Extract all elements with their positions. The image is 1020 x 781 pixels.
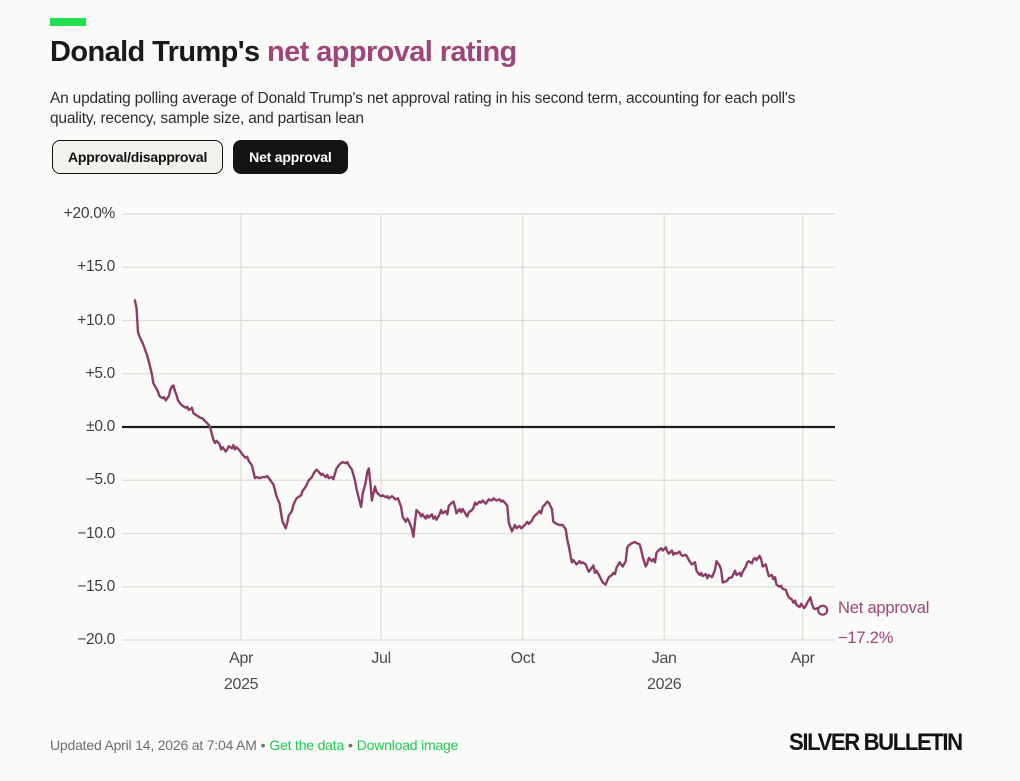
- x-axis-tick-label: Apr: [229, 650, 254, 667]
- net-approval-line: [133, 299, 824, 612]
- page-title: Donald Trump's net approval rating: [50, 36, 517, 69]
- footer-note: Updated April 14, 2026 at 7:04 AM • Get th…: [50, 737, 458, 753]
- download-image-link[interactable]: Download image: [356, 737, 459, 753]
- series-end-label: Net approval: [838, 599, 930, 618]
- view-toggle: Approval/disapproval Net approval: [52, 140, 348, 174]
- dot-separator: •: [348, 737, 353, 753]
- x-axis-tick-label: Jan: [651, 650, 677, 667]
- y-axis-tick-label: +5.0: [85, 364, 116, 382]
- x-axis-year-label: 2026: [647, 676, 682, 693]
- y-axis-tick-label: +15.0: [77, 258, 115, 276]
- silver-bulletin-logo: SILVER BULLETIN: [789, 729, 963, 756]
- y-axis-tick-label: −20.0: [77, 631, 115, 648]
- x-axis-tick-label: Oct: [510, 650, 535, 667]
- updated-timestamp: Updated April 14, 2026 at 7:04 AM: [50, 737, 257, 753]
- accent-bar: [50, 18, 86, 26]
- y-axis-tick-label: −5.0: [85, 471, 116, 489]
- net-approval-button[interactable]: Net approval: [233, 140, 348, 174]
- end-point-marker: [817, 604, 829, 616]
- y-axis-tick-label: −15.0: [77, 577, 115, 595]
- x-axis-tick-label: Jul: [371, 650, 391, 667]
- subtitle-line-2: quality, recency, sample size, and parti…: [50, 110, 364, 127]
- page-title-accent: net approval rating: [267, 36, 517, 68]
- x-axis-year-label: 2025: [223, 676, 259, 693]
- dot-separator: •: [260, 737, 266, 753]
- x-axis-tick-label: Apr: [790, 650, 815, 667]
- page-title-black: Donald Trump's: [50, 36, 268, 68]
- y-axis-tick-label: +20.0%: [63, 205, 116, 222]
- y-axis-tick-label: +10.0: [77, 311, 115, 329]
- chart-subtitle: An updating polling average of Donald Tr…: [50, 89, 795, 129]
- subtitle-line-1: An updating polling average of Donald Tr…: [50, 90, 796, 107]
- y-axis-tick-label: −10.0: [77, 524, 115, 542]
- series-end-value: −17.2%: [838, 629, 894, 648]
- approval-disapproval-button[interactable]: Approval/disapproval: [52, 140, 224, 174]
- y-axis-tick-label: ±0.0: [86, 418, 115, 435]
- get-the-data-link[interactable]: Get the data: [269, 737, 345, 753]
